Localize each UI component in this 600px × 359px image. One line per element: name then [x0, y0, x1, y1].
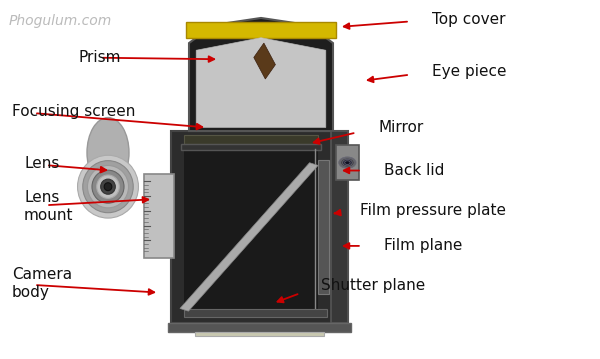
Bar [336, 145, 359, 180]
Text: Top cover: Top cover [432, 12, 505, 27]
Bar [195, 332, 324, 336]
Polygon shape [189, 18, 333, 131]
Ellipse shape [88, 165, 128, 208]
Ellipse shape [97, 175, 119, 198]
Bar [184, 309, 327, 317]
Ellipse shape [77, 155, 139, 218]
Text: Shutter plane: Shutter plane [321, 278, 425, 293]
Ellipse shape [107, 195, 109, 200]
Bar [184, 135, 318, 144]
Ellipse shape [339, 157, 356, 168]
Text: Focusing screen: Focusing screen [12, 104, 136, 119]
Bar [186, 22, 336, 38]
Bar [181, 144, 321, 150]
Polygon shape [254, 43, 275, 79]
Bar [144, 174, 174, 258]
FancyArrowPatch shape [37, 113, 202, 129]
Text: Film plane: Film plane [384, 238, 463, 253]
Text: Eye piece: Eye piece [432, 64, 506, 79]
Text: Lens: Lens [24, 156, 59, 171]
Ellipse shape [344, 161, 350, 164]
Polygon shape [196, 38, 326, 127]
Bar [171, 131, 348, 323]
FancyArrowPatch shape [368, 75, 407, 82]
Text: Film pressure plate: Film pressure plate [360, 202, 506, 218]
Ellipse shape [343, 159, 352, 166]
FancyArrowPatch shape [37, 285, 154, 295]
Ellipse shape [92, 170, 124, 203]
FancyArrowPatch shape [314, 133, 353, 144]
Ellipse shape [107, 173, 109, 178]
Bar [331, 131, 348, 323]
FancyArrowPatch shape [103, 56, 214, 62]
FancyArrowPatch shape [344, 22, 407, 29]
Text: Camera
body: Camera body [12, 267, 72, 300]
Ellipse shape [104, 183, 112, 191]
Bar [168, 323, 351, 332]
Ellipse shape [83, 161, 133, 213]
FancyArrowPatch shape [335, 210, 341, 215]
Text: Lens
mount: Lens mount [24, 190, 74, 223]
FancyArrowPatch shape [49, 165, 106, 172]
Ellipse shape [87, 118, 129, 187]
Text: Phogulum.com: Phogulum.com [9, 14, 112, 28]
Polygon shape [180, 163, 318, 311]
Text: Back lid: Back lid [384, 163, 445, 178]
Bar [318, 160, 329, 294]
FancyArrowPatch shape [49, 197, 148, 205]
Text: Prism: Prism [78, 50, 121, 65]
Ellipse shape [101, 179, 115, 194]
Text: Mirror: Mirror [378, 120, 423, 135]
FancyArrowPatch shape [277, 294, 298, 302]
Ellipse shape [341, 158, 354, 167]
FancyArrowPatch shape [344, 168, 359, 173]
FancyArrowPatch shape [344, 243, 359, 249]
Bar [184, 139, 318, 314]
